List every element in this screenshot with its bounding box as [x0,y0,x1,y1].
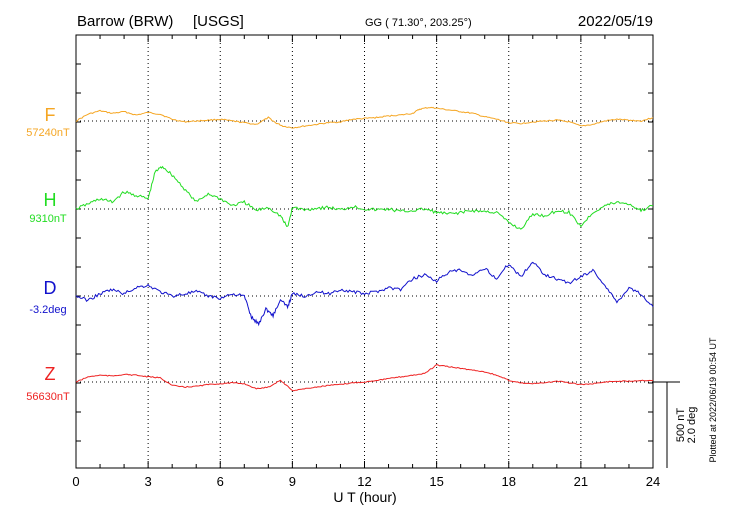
series-f: F 57240nT [26,105,654,139]
series-z: Z 56630nT [26,364,654,403]
trace-d [75,261,654,327]
scale-bar-label-deg: 2.0 deg [686,407,698,444]
baseline-value-d: -3.2deg [29,304,66,316]
baseline-value-z: 56630nT [26,391,70,403]
series-name-z: Z [45,364,56,384]
coordinates-label: GG ( 71.30°, 203.25°) [365,17,472,29]
trace-f [75,106,654,129]
series-name-f: F [45,105,56,125]
x-axis-label: U T (hour) [333,489,396,505]
grid [147,35,582,468]
series-h: H 9310nT [29,165,653,230]
x-tick-label: 9 [289,474,296,489]
plotted-note: Plotted at 2022/06/19 00:54 UT [708,337,718,463]
x-tick-labels: 0 3 6 9 12 15 18 21 24 [72,474,660,489]
series-name-d: D [44,278,57,298]
baseline-value-h: 9310nT [29,213,67,225]
x-tick-label: 15 [429,474,443,489]
x-tick-label: 12 [357,474,371,489]
x-tick-label: 0 [72,474,79,489]
series-d: D -3.2deg [29,261,654,327]
baseline-value-f: 57240nT [26,127,70,139]
x-tick-label: 24 [646,474,660,489]
trace-h [75,165,653,230]
x-tick-label: 3 [145,474,152,489]
x-tick-label: 18 [502,474,516,489]
trace-z [75,364,654,392]
scale-bar-label-nt: 500 nT [675,408,687,443]
scale-bar: 500 nT 2.0 deg [653,381,698,468]
series-layer: F 57240nT H 9310nT D -3.2deg Z 56630nT [26,105,654,403]
x-tick-label: 21 [574,474,588,489]
station-title: Barrow (BRW) [77,13,173,30]
date-label: 2022/05/19 [578,13,653,30]
source-label: [USGS] [193,13,244,30]
series-name-h: H [44,190,57,210]
x-tick-label: 6 [217,474,224,489]
